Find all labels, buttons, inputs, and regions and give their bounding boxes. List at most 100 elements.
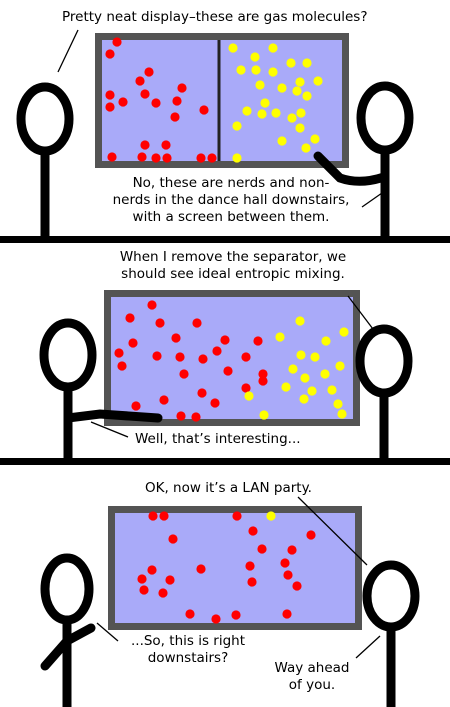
nerd-dot — [175, 352, 185, 362]
nerd-dot — [147, 565, 157, 575]
nerd-dot — [223, 366, 233, 376]
nerd-dot — [114, 348, 124, 358]
nerd-dot — [232, 511, 242, 521]
non-nerd-dot — [292, 86, 302, 96]
nerd-dot — [140, 140, 150, 150]
non-nerd-dot — [337, 409, 347, 419]
nerd-dot — [168, 534, 178, 544]
nerd-dot — [139, 585, 149, 595]
non-nerd-dot — [257, 109, 267, 119]
nerd-dot — [128, 338, 138, 348]
non-nerd-dot — [310, 134, 320, 144]
non-nerd-dot — [302, 91, 312, 101]
caption-separator-line2: should see ideal entropic mixing. — [121, 266, 345, 282]
nerd-dot — [161, 140, 171, 150]
nerd-dot — [112, 37, 122, 47]
nerd-dot — [105, 49, 115, 59]
nerd-dot — [158, 588, 168, 598]
caption-lan-party: OK, now it’s a LAN party. — [145, 480, 312, 496]
caption-question-gas: Pretty neat display–these are gas molecu… — [62, 9, 368, 25]
nerd-dot — [283, 570, 293, 580]
nerd-dot — [306, 530, 316, 540]
nerd-dot — [282, 609, 292, 619]
caption-ahead-line2: of you. — [288, 677, 336, 693]
non-nerd-dot — [260, 98, 270, 108]
nerd-dot — [176, 411, 186, 421]
nerd-dot — [137, 152, 147, 162]
non-nerd-dot — [301, 143, 311, 153]
nerd-dot — [211, 614, 221, 624]
nerd-dot — [117, 361, 127, 371]
non-nerd-dot — [295, 123, 305, 133]
non-nerd-dot — [320, 369, 330, 379]
non-nerd-dot — [271, 108, 281, 118]
non-nerd-dot — [232, 121, 242, 131]
speech-pointer-3c — [355, 635, 381, 659]
nerd-dot — [287, 545, 297, 555]
stick-figure-right-2 — [355, 324, 413, 463]
caption-downstairs-line1: ...So, this is right — [130, 633, 245, 649]
nerd-dot — [258, 376, 268, 386]
nerd-dot — [241, 352, 251, 362]
nerd-dot — [105, 102, 115, 112]
non-nerd-dot — [307, 386, 317, 396]
speech-pointer-3a — [297, 496, 368, 566]
nerd-dot — [148, 511, 158, 521]
non-nerd-dot — [268, 43, 278, 53]
non-nerd-dot — [287, 113, 297, 123]
nerd-dot — [177, 83, 187, 93]
nerd-dot — [140, 89, 150, 99]
panel-1 — [0, 29, 450, 243]
nerd-dot — [196, 153, 206, 163]
nerd-dot — [155, 318, 165, 328]
nerd-dot — [292, 581, 302, 591]
speech-pointer-2b — [90, 421, 129, 438]
nerd-dot — [172, 96, 182, 106]
speech-pointer-2a — [347, 295, 377, 334]
non-nerd-dot — [236, 65, 246, 75]
non-nerd-dot — [295, 77, 305, 87]
nerd-dot — [231, 610, 241, 620]
non-nerd-dot — [327, 385, 337, 395]
molecule-dots-3 — [137, 511, 316, 624]
nerd-dot — [191, 412, 201, 422]
speech-pointer-1b — [361, 192, 383, 208]
non-nerd-dot — [288, 364, 298, 374]
non-nerd-dot — [259, 410, 269, 420]
caption-reply-nerds-line3: with a screen between them. — [132, 209, 330, 225]
panel-divider-2 — [0, 458, 450, 465]
nerd-dot — [199, 105, 209, 115]
non-nerd-dot — [232, 153, 242, 163]
nerd-dot — [197, 388, 207, 398]
speech-pointer-1a — [57, 29, 79, 73]
non-nerd-dot — [302, 58, 312, 68]
nerd-dot — [196, 564, 206, 574]
non-nerd-dot — [333, 399, 343, 409]
non-nerd-dot — [335, 361, 345, 371]
non-nerd-dot — [296, 108, 306, 118]
caption-separator-line1: When I remove the separator, we — [119, 249, 347, 265]
non-nerd-dot — [310, 352, 320, 362]
nerd-dot — [125, 313, 135, 323]
nerd-dot — [165, 575, 175, 585]
nerd-dot — [144, 67, 154, 77]
non-nerd-dot — [296, 350, 306, 360]
stick-figure-left-2 — [39, 318, 163, 463]
nerd-dot — [162, 153, 172, 163]
nerd-dot — [245, 561, 255, 571]
non-nerd-dot — [251, 65, 261, 75]
nerd-dot — [198, 354, 208, 364]
nerd-dot — [170, 112, 180, 122]
non-nerd-dot — [339, 327, 349, 337]
non-nerd-dot — [255, 80, 265, 90]
non-nerd-dot — [313, 76, 323, 86]
caption-downstairs-line2: downstairs? — [147, 650, 229, 666]
nerd-dot — [107, 152, 117, 162]
non-nerd-dot — [242, 106, 252, 116]
nerd-dot — [118, 97, 128, 107]
panel-3 — [40, 496, 420, 707]
panel-divider-1 — [0, 236, 450, 243]
nerd-dot — [212, 346, 222, 356]
panel-2 — [0, 290, 450, 465]
